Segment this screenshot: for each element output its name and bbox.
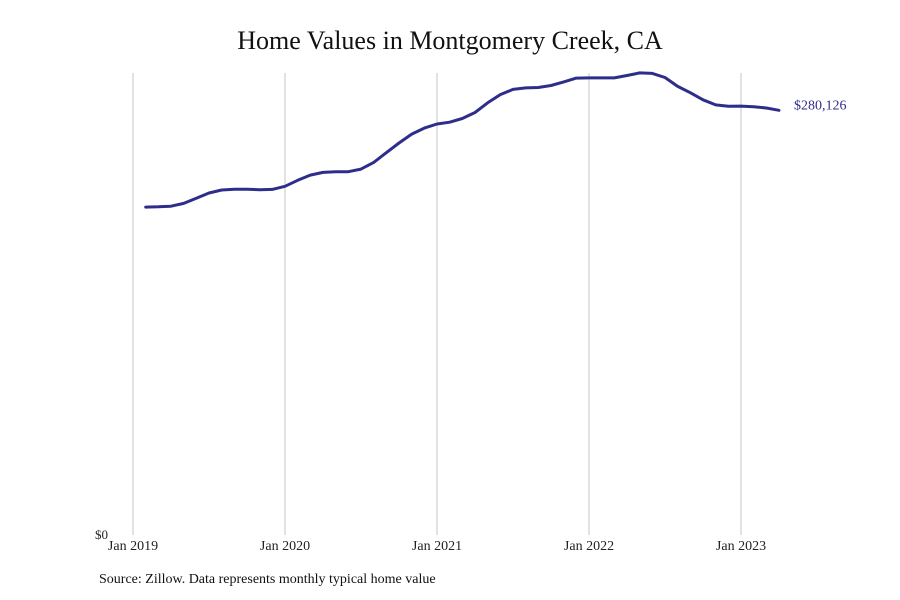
x-tick-label-2: Jan 2021 bbox=[412, 539, 462, 554]
x-tick-label-0: Jan 2019 bbox=[108, 539, 158, 554]
y-tick-label-zero: $0 bbox=[95, 527, 108, 542]
x-tick-label-1: Jan 2020 bbox=[260, 539, 310, 554]
grid-lines bbox=[132, 73, 742, 535]
source-note: Source: Zillow. Data represents monthly … bbox=[99, 572, 436, 587]
x-tick-label-3: Jan 2022 bbox=[564, 539, 614, 554]
x-tick-labels: Jan 2019 Jan 2020 Jan 2021 Jan 2022 Jan 2023 bbox=[108, 539, 766, 554]
series-line-home-value bbox=[144, 71, 781, 209]
x-tick-label-4: Jan 2023 bbox=[716, 539, 766, 554]
chart-title: Home Values in Montgomery Creek, CA bbox=[237, 26, 663, 55]
end-value-label: $280,126 bbox=[794, 98, 847, 113]
